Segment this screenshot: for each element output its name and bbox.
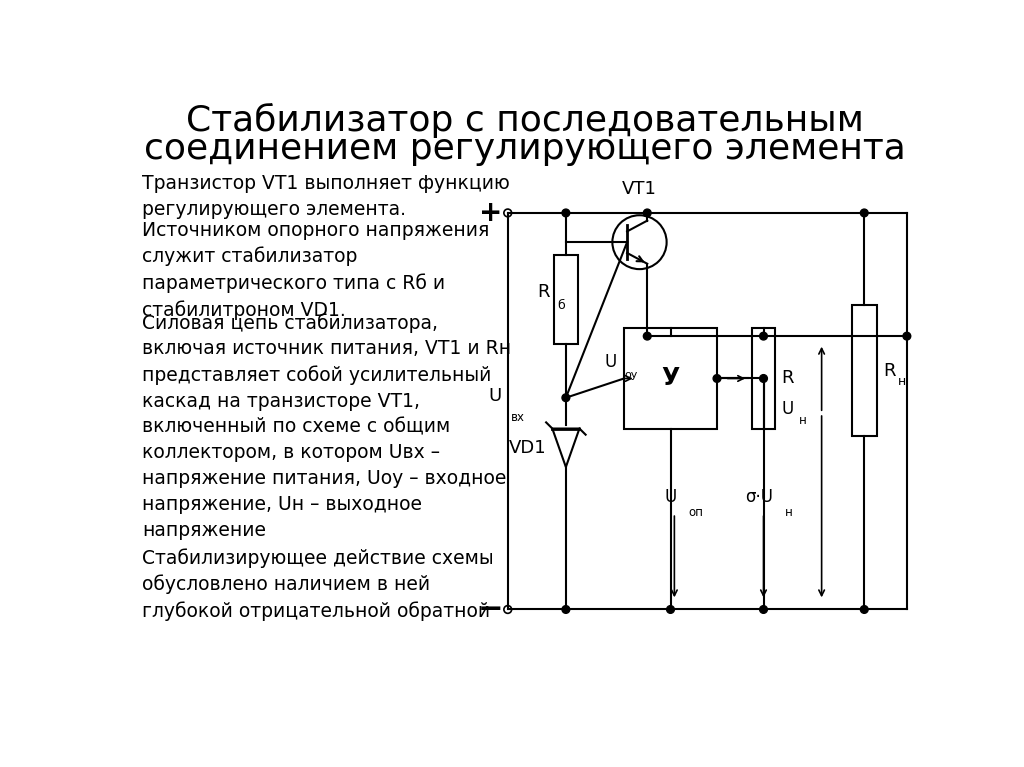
Text: соединением регулирующего элемента: соединением регулирующего элемента <box>144 132 905 166</box>
Text: н: н <box>898 375 906 388</box>
Text: VT1: VT1 <box>622 179 657 198</box>
Circle shape <box>643 209 651 217</box>
Text: σ·U: σ·U <box>745 488 773 505</box>
Text: оп: оп <box>688 506 703 519</box>
Circle shape <box>860 209 868 217</box>
Text: R: R <box>538 283 550 301</box>
Text: U: U <box>604 353 616 370</box>
Text: R: R <box>781 370 794 387</box>
Text: U: U <box>488 387 502 405</box>
Text: −: − <box>478 595 504 624</box>
Text: VD1: VD1 <box>509 439 546 457</box>
Text: U: U <box>665 488 677 505</box>
Circle shape <box>760 374 767 382</box>
Text: б: б <box>557 299 565 312</box>
Text: Стабилизатор с последовательным: Стабилизатор с последовательным <box>186 103 863 138</box>
Text: н: н <box>799 414 806 427</box>
Text: Источником опорного напряжения
служит стабилизатор
параметрического типа с Rб и
: Источником опорного напряжения служит ст… <box>142 221 489 320</box>
Text: R: R <box>883 362 895 380</box>
Text: н: н <box>785 506 793 519</box>
Text: +: + <box>479 199 503 227</box>
Circle shape <box>713 374 721 382</box>
Circle shape <box>903 332 910 340</box>
Circle shape <box>562 209 569 217</box>
Circle shape <box>760 332 767 340</box>
Text: оу: оу <box>624 370 637 380</box>
Circle shape <box>667 606 675 614</box>
Text: Транзистор VT1 выполняет функцию
регулирующего элемента.: Транзистор VT1 выполняет функцию регулир… <box>142 174 510 219</box>
Bar <box>554 255 578 344</box>
Text: У: У <box>662 367 680 390</box>
Circle shape <box>860 606 868 614</box>
Circle shape <box>643 332 651 340</box>
Bar <box>752 328 775 429</box>
Text: Силовая цепь стабилизатора,
включая источник питания, VT1 и Rн
представляет собо: Силовая цепь стабилизатора, включая исто… <box>142 313 511 540</box>
Bar <box>624 328 717 429</box>
Circle shape <box>562 394 569 402</box>
Bar <box>852 305 877 436</box>
Text: U: U <box>781 400 794 418</box>
Text: Стабилизирующее действие схемы
обусловлено наличием в ней
глубокой отрицательной: Стабилизирующее действие схемы обусловле… <box>142 548 494 621</box>
Circle shape <box>562 606 569 614</box>
Circle shape <box>760 606 767 614</box>
Text: вх: вх <box>511 411 525 424</box>
